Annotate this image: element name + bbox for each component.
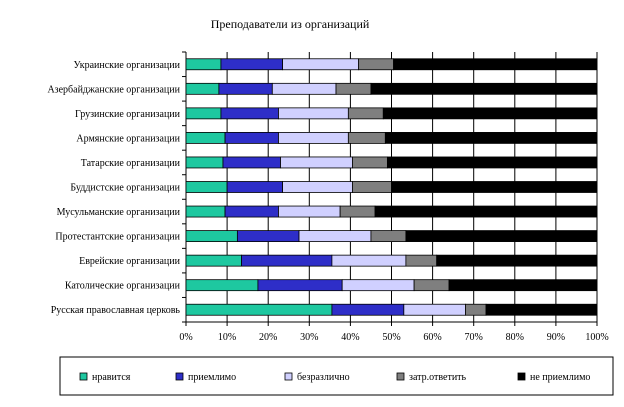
bar-segment <box>370 230 407 242</box>
bar-segment <box>185 254 242 267</box>
category-label: Русская православная церковь <box>51 305 181 316</box>
bar-segment <box>218 82 273 95</box>
bar-segment <box>185 303 333 316</box>
bar-segment <box>278 132 349 144</box>
bar-segment <box>347 107 384 120</box>
x-tick-label: 80% <box>506 332 524 343</box>
bar-segment <box>282 181 353 193</box>
bar-segment <box>331 303 405 316</box>
category-label: Татарские организации <box>81 158 181 169</box>
x-tick-label: 20% <box>259 332 277 343</box>
bar-segment <box>403 303 466 316</box>
category-label: Буддистские организации <box>70 183 180 194</box>
bar-segment <box>352 181 392 193</box>
bar-segment <box>257 279 343 292</box>
bar-segment <box>352 156 388 169</box>
plot-area: 0% 10% 20% 30% 40% 50% 60% 70% 80% 90% 100% Украинс… <box>47 51 609 343</box>
bar-segment <box>271 82 337 95</box>
bar-segment <box>185 156 224 169</box>
legend-label: затр.ответить <box>409 372 467 383</box>
bar-segment <box>436 254 598 267</box>
chart-title: Преподаватели из организаций <box>211 17 370 31</box>
bar-segment <box>331 254 407 267</box>
x-tick-label: 100% <box>585 332 608 343</box>
bar-segment <box>386 156 598 169</box>
bar-segment <box>185 82 220 95</box>
bar-segment <box>222 156 281 169</box>
bar-segment <box>185 132 226 144</box>
bar-segment <box>220 58 283 71</box>
bar-segment <box>185 58 222 71</box>
category-label: Протестантские организации <box>55 232 180 243</box>
bar-segment <box>339 205 376 218</box>
x-tick-label: 60% <box>423 332 441 343</box>
bar-segment <box>485 303 598 316</box>
legend-label: приемлимо <box>188 372 236 383</box>
category-label: Мусульманские организации <box>57 207 181 218</box>
bar-segment <box>282 58 360 71</box>
bar-segment <box>224 205 279 218</box>
legend-swatch <box>517 372 526 381</box>
legend-swatch <box>175 372 184 381</box>
x-tick-label: 30% <box>300 332 318 343</box>
x-tick-label: 70% <box>465 332 483 343</box>
x-tick-label: 40% <box>341 332 359 343</box>
bar-segment <box>382 107 598 120</box>
x-tick-label: 0% <box>179 332 192 343</box>
bar-segment <box>185 181 228 193</box>
bar-segment <box>185 230 238 242</box>
x-tick-label: 90% <box>547 332 565 343</box>
bar-segment <box>393 58 598 71</box>
bar-segment <box>220 107 279 120</box>
legend-label: не приемлимо <box>530 372 590 383</box>
bar-segment <box>405 254 438 267</box>
category-label: Еврейские организации <box>79 256 181 267</box>
legend-label: нравится <box>92 372 131 383</box>
legend-swatch <box>284 372 293 381</box>
legend-label: безразлично <box>297 372 350 383</box>
legend-swatch <box>396 372 405 381</box>
bar-segment <box>185 279 259 292</box>
bar-segment <box>358 58 394 71</box>
bar-segment <box>391 181 598 193</box>
category-label: Армянские организации <box>76 133 180 144</box>
bar-segment <box>185 205 226 218</box>
legend-swatch <box>79 372 88 381</box>
bar-segment <box>298 230 372 242</box>
bar-segment <box>370 82 598 95</box>
bar-segment <box>335 82 372 95</box>
category-label: Азербайджанские организации <box>47 84 180 95</box>
bar-segment <box>347 132 386 144</box>
x-tick-label: 50% <box>382 332 400 343</box>
bar-segment <box>226 181 283 193</box>
bar-segment <box>236 230 300 242</box>
bar-segment <box>224 132 279 144</box>
bar-segment <box>278 205 341 218</box>
bar-segment <box>341 279 415 292</box>
bar-segment <box>448 279 598 292</box>
bar-segment <box>465 303 487 316</box>
x-tick-label: 10% <box>218 332 236 343</box>
legend: нравится приемлимо безразлично затр.ответит… <box>59 356 614 396</box>
bar-segment <box>280 156 353 169</box>
bar-segment <box>278 107 349 120</box>
category-label: Грузинские организации <box>75 109 181 120</box>
bar-segment <box>384 132 598 144</box>
category-label: Католические организации <box>65 281 181 292</box>
bar-segment <box>374 205 598 218</box>
category-label: Украинские организации <box>74 60 181 71</box>
bar-segment <box>405 230 598 242</box>
bar-segment <box>413 279 450 292</box>
bar-segment <box>185 107 222 120</box>
bar-segment <box>241 254 333 267</box>
